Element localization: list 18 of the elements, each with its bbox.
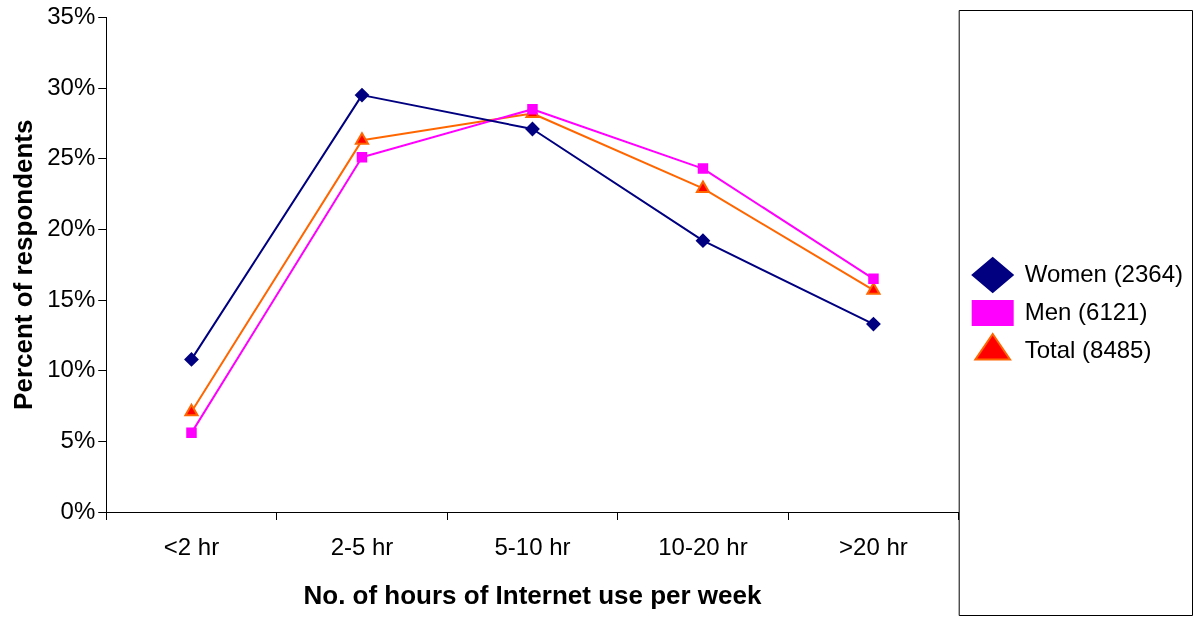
- legend-label: Men (6121): [1024, 297, 1148, 325]
- legend-label: Women (2364): [1024, 259, 1183, 287]
- x-tick-label: 10-20 hr: [658, 533, 748, 561]
- x-axis-title: No. of hours of Internet use per week: [303, 579, 762, 610]
- y-tick-label: 30%: [47, 72, 96, 100]
- y-tick-label: 0%: [60, 496, 96, 524]
- x-tick-label: <2 hr: [163, 533, 220, 561]
- y-tick-label: 10%: [47, 355, 96, 383]
- y-tick-label: 20%: [47, 214, 96, 241]
- y-tick-label: 15%: [47, 284, 96, 312]
- x-tick-label: 5-10 hr: [494, 533, 571, 561]
- y-tick-label: 25%: [47, 143, 96, 171]
- x-tick-label: >20 hr: [839, 533, 908, 561]
- x-tick-label: 2-5 hr: [330, 533, 394, 561]
- y-tick-label: 5%: [60, 425, 96, 453]
- y-axis-title: Percent of respondents: [7, 119, 38, 410]
- y-tick-label: 35%: [47, 2, 96, 30]
- legend-label: Total (8485): [1024, 335, 1152, 363]
